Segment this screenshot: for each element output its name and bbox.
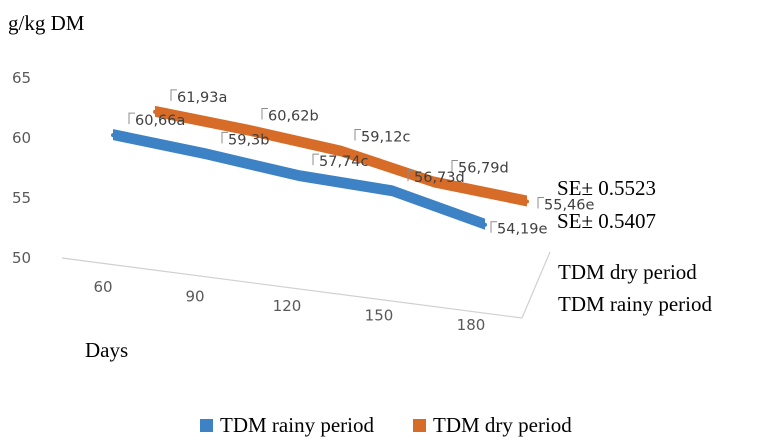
- x-tick-label: 150: [365, 307, 394, 325]
- data-label-leader: [537, 196, 544, 209]
- data-label: 60,62b: [268, 109, 319, 125]
- data-label-leader: [312, 153, 319, 166]
- data-label: 54,19e: [497, 222, 548, 238]
- y-tick-label: 50: [12, 249, 31, 267]
- data-point: [525, 199, 529, 204]
- x-tick-label: 180: [457, 316, 486, 334]
- depth-axis-line: [521, 251, 551, 319]
- series-layer: [111, 105, 529, 230]
- x-tick-label: 120: [273, 297, 302, 315]
- data-label-leader: [354, 129, 361, 141]
- data-point: [297, 174, 301, 179]
- legend-swatch-dry: [413, 419, 426, 432]
- legend-label-dry: TDM dry period: [433, 413, 572, 437]
- x-axis-title: Days: [85, 338, 128, 362]
- data-label-leader: [261, 108, 268, 120]
- x-axis-ticks: 60 90 120 150 180: [93, 278, 485, 334]
- x-axis-line: [61, 257, 523, 319]
- depth-label-rainy: TDM rainy period: [558, 292, 712, 316]
- data-point: [483, 222, 487, 227]
- y-tick-label: 65: [12, 69, 31, 87]
- data-point: [390, 189, 394, 194]
- data-point: [246, 128, 250, 133]
- data-point: [432, 180, 436, 185]
- legend: TDM rainy period TDM dry period: [200, 413, 572, 437]
- x-tick-label: 90: [185, 288, 204, 306]
- data-point: [339, 149, 343, 154]
- data-label: 57,74c: [319, 154, 369, 170]
- data-label-leader: [221, 131, 228, 144]
- data-point: [111, 133, 115, 138]
- series-line-dry: [154, 105, 528, 198]
- data-label-leader: [451, 160, 458, 172]
- data-label-leader: [128, 112, 135, 125]
- data-label: 59,3b: [228, 132, 270, 148]
- data-label-leader: [170, 89, 177, 101]
- legend-swatch-rainy: [200, 419, 213, 432]
- se-annotation-dry: SE± 0.5523: [557, 176, 656, 200]
- y-axis-title: g/kg DM: [8, 11, 85, 35]
- y-tick-label: 60: [12, 129, 31, 147]
- data-point: [204, 152, 208, 157]
- y-tick-label: 55: [12, 189, 31, 207]
- data-labels: 61,93a 60,62b 59,12c 56,79d 55,46e 60,66a 59,3…: [128, 89, 595, 238]
- data-label-leader: [407, 169, 414, 182]
- series-line-rainy: [112, 129, 486, 221]
- data-label: 56,73d: [414, 170, 465, 186]
- se-annotation-rainy: SE± 0.5407: [557, 209, 656, 233]
- data-label: 56,79d: [458, 161, 509, 177]
- data-label: 59,12c: [361, 130, 411, 146]
- data-point: [153, 109, 157, 114]
- depth-label-dry: TDM dry period: [558, 260, 697, 284]
- y-axis-ticks: 50 55 60 65: [12, 69, 31, 267]
- legend-label-rainy: TDM rainy period: [220, 413, 374, 437]
- data-label: 60,66a: [135, 113, 185, 129]
- data-label: 55,46e: [544, 197, 595, 213]
- x-tick-label: 60: [93, 278, 112, 296]
- data-label: 61,93a: [177, 90, 227, 106]
- data-label-leader: [490, 221, 497, 233]
